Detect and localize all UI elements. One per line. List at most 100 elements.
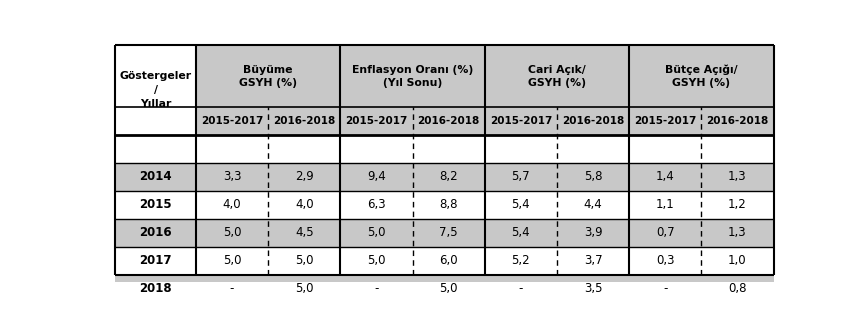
Bar (341, 247, 413, 275)
Bar (701, 275, 773, 303)
Text: 5,0: 5,0 (368, 226, 386, 239)
Text: 4,0: 4,0 (295, 198, 314, 211)
Bar (557, 191, 629, 219)
Text: 3,5: 3,5 (583, 282, 603, 295)
Bar (341, 45, 413, 107)
Text: 1,3: 1,3 (728, 226, 746, 239)
Bar (268, 275, 341, 303)
Text: -: - (230, 282, 234, 295)
Text: 5,0: 5,0 (223, 226, 241, 239)
Bar (268, 107, 341, 135)
Bar (557, 45, 629, 107)
Bar (629, 247, 701, 275)
Bar (701, 163, 773, 191)
Text: 6,0: 6,0 (440, 254, 458, 267)
Bar (413, 107, 485, 135)
Text: 8,2: 8,2 (440, 170, 458, 183)
Text: Enflasyon Oranı (%)
(Yıl Sonu): Enflasyon Oranı (%) (Yıl Sonu) (352, 65, 473, 88)
Text: -: - (518, 282, 523, 295)
Text: Büyüme
GSYH (%): Büyüme GSYH (%) (239, 65, 297, 88)
Text: 2016: 2016 (140, 226, 172, 239)
Bar (341, 191, 413, 219)
Bar (115, 247, 196, 275)
Text: -: - (663, 282, 668, 295)
Text: 5,4: 5,4 (512, 226, 531, 239)
Text: 5,0: 5,0 (440, 282, 458, 295)
Text: 5,4: 5,4 (512, 198, 531, 211)
Text: 6,3: 6,3 (367, 198, 386, 211)
Text: 2015-2017: 2015-2017 (345, 116, 407, 126)
Text: 3,9: 3,9 (583, 226, 603, 239)
Text: 9,4: 9,4 (367, 170, 386, 183)
Text: Göstergeler
/
Yıllar: Göstergeler / Yıllar (120, 71, 192, 109)
Bar (557, 247, 629, 275)
Bar (629, 275, 701, 303)
Bar (196, 191, 268, 219)
Text: 2015: 2015 (140, 198, 172, 211)
Bar (629, 163, 701, 191)
Bar (701, 247, 773, 275)
Bar (629, 219, 701, 247)
Text: 1,3: 1,3 (728, 170, 746, 183)
Bar (115, 163, 196, 191)
Bar (701, 219, 773, 247)
Bar (341, 163, 413, 191)
Text: 5,8: 5,8 (583, 170, 603, 183)
Bar (115, 45, 196, 107)
Text: 5,0: 5,0 (368, 254, 386, 267)
Bar (341, 107, 413, 135)
Text: 0,7: 0,7 (656, 226, 675, 239)
Text: 2014: 2014 (140, 170, 172, 183)
Bar (413, 219, 485, 247)
Text: 1,2: 1,2 (728, 198, 746, 211)
Text: Cari Açık/
GSYH (%): Cari Açık/ GSYH (%) (528, 65, 586, 88)
Text: 7,5: 7,5 (440, 226, 458, 239)
Bar (196, 45, 268, 107)
Bar (268, 191, 341, 219)
Text: 4,5: 4,5 (295, 226, 314, 239)
Bar (413, 275, 485, 303)
Bar (629, 107, 701, 135)
Text: 4,4: 4,4 (583, 198, 603, 211)
Bar (115, 219, 196, 247)
Text: 1,4: 1,4 (656, 170, 675, 183)
Bar (268, 219, 341, 247)
Text: Bütçe Açığı/
GSYH (%): Bütçe Açığı/ GSYH (%) (665, 64, 738, 88)
Text: -: - (375, 282, 379, 295)
Bar (115, 107, 196, 135)
Text: 2015-2017: 2015-2017 (490, 116, 552, 126)
Bar (701, 107, 773, 135)
Text: 5,0: 5,0 (295, 254, 314, 267)
Bar (268, 163, 341, 191)
Text: 3,7: 3,7 (583, 254, 603, 267)
Text: 3,3: 3,3 (223, 170, 241, 183)
Text: 2016-2018: 2016-2018 (273, 116, 336, 126)
Bar (115, 275, 196, 303)
Bar (268, 247, 341, 275)
Bar (629, 45, 701, 107)
Bar (196, 163, 268, 191)
Text: 2016-2018: 2016-2018 (562, 116, 624, 126)
Bar (629, 191, 701, 219)
Bar (485, 163, 557, 191)
Text: 5,7: 5,7 (512, 170, 531, 183)
Bar (115, 191, 196, 219)
Bar (485, 45, 557, 107)
Text: 2018: 2018 (140, 282, 172, 295)
Text: 1,1: 1,1 (656, 198, 675, 211)
Text: 2015-2017: 2015-2017 (201, 116, 264, 126)
Bar (413, 191, 485, 219)
Text: 0,8: 0,8 (728, 282, 746, 295)
Bar (341, 219, 413, 247)
Bar (557, 107, 629, 135)
Bar (196, 275, 268, 303)
Bar (413, 247, 485, 275)
Bar (196, 247, 268, 275)
Text: 2,9: 2,9 (295, 170, 314, 183)
Text: 2017: 2017 (140, 254, 172, 267)
Text: 1,0: 1,0 (728, 254, 746, 267)
Bar (557, 275, 629, 303)
Bar (413, 45, 485, 107)
Text: 0,3: 0,3 (656, 254, 675, 267)
Bar (701, 191, 773, 219)
